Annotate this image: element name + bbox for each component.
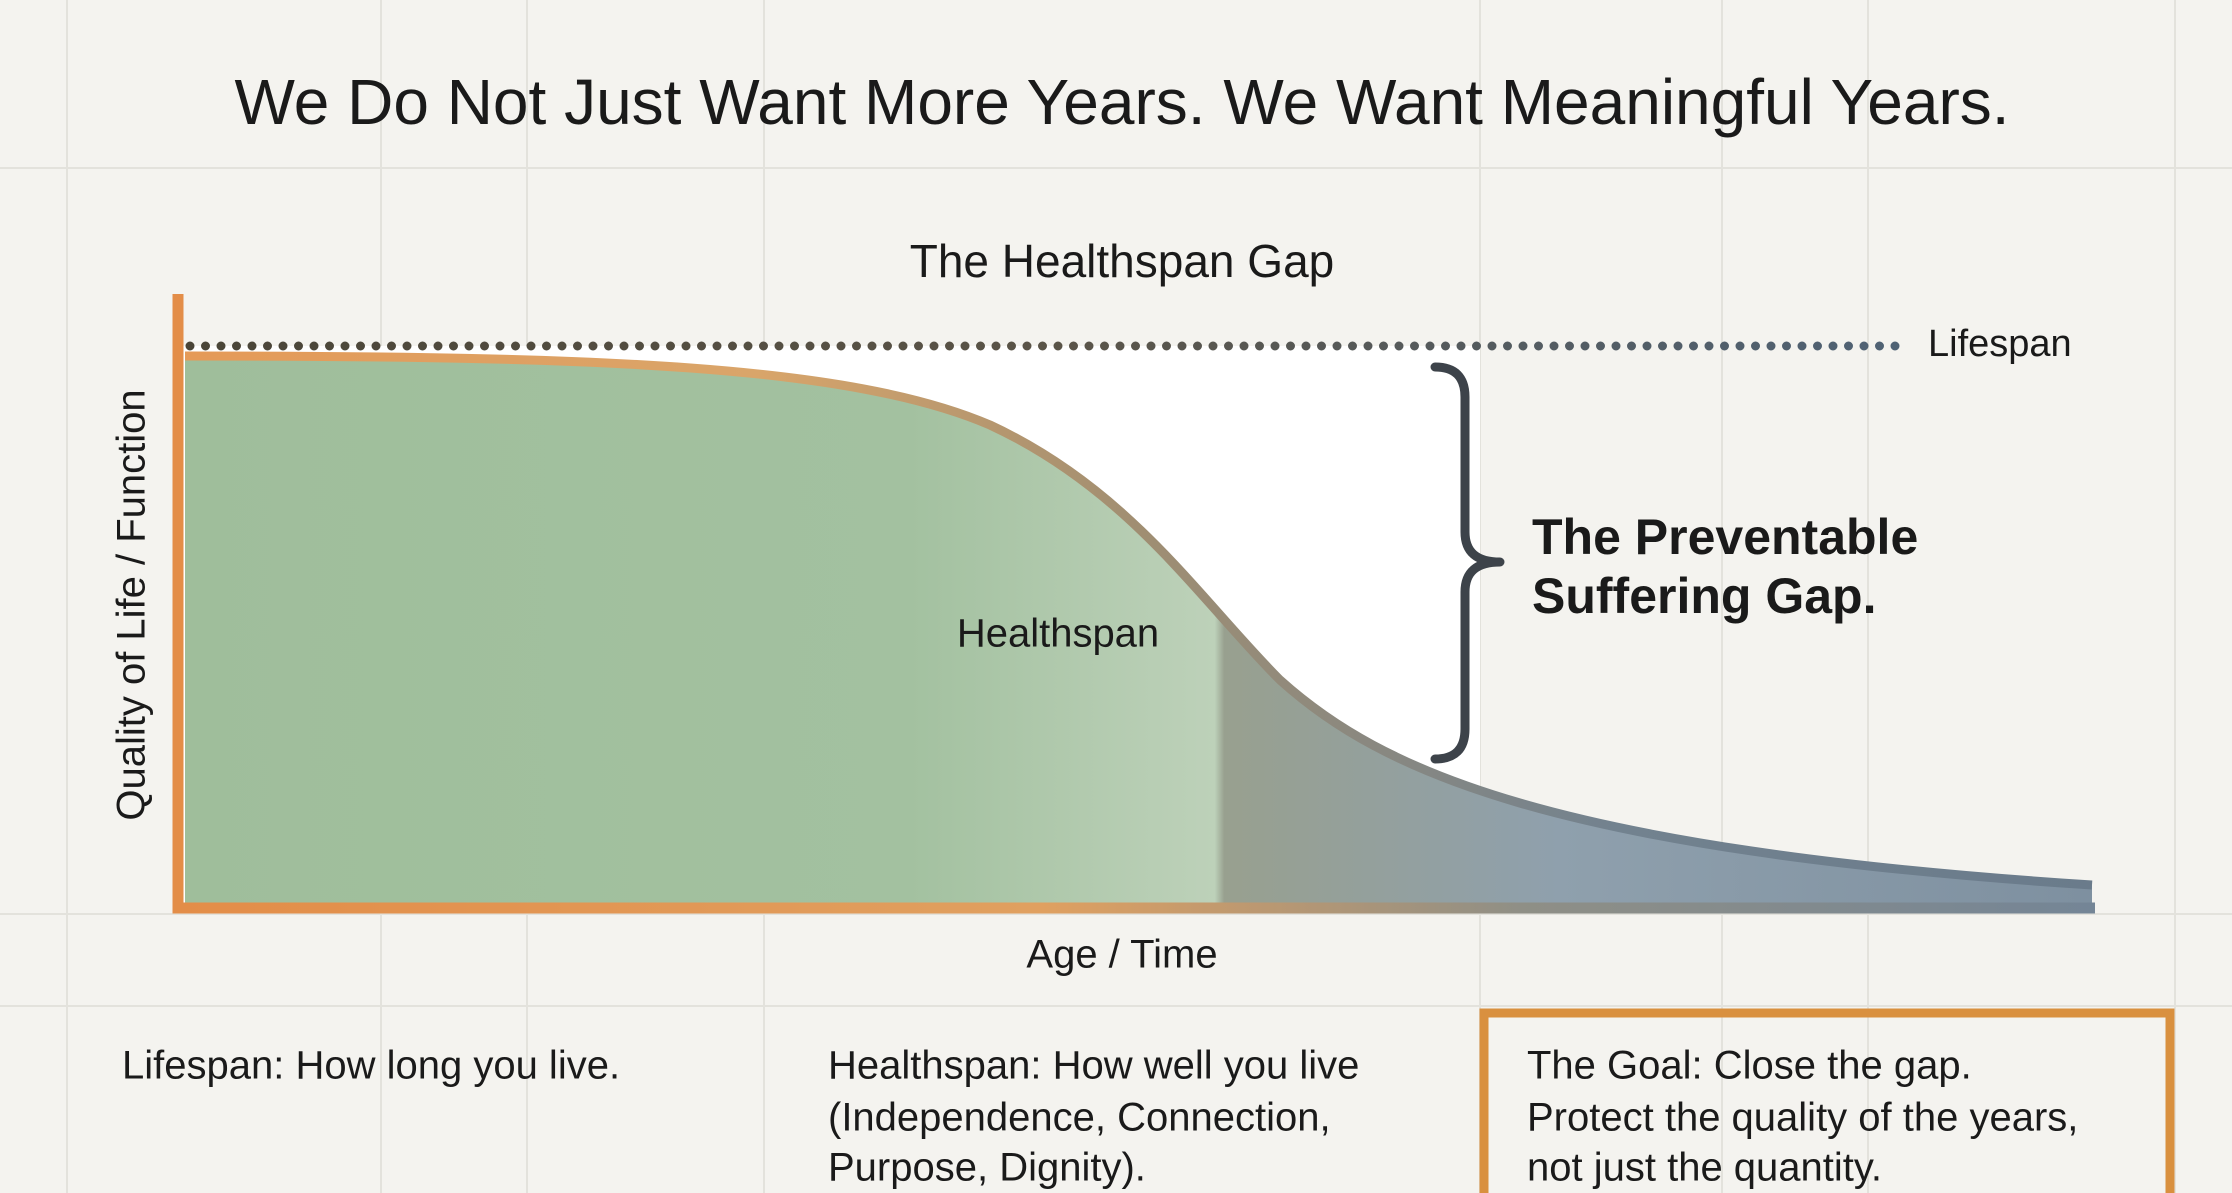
caption-line: (Independence, Connection, — [828, 1096, 1331, 1140]
gap-label: Suffering Gap. — [1532, 568, 1876, 624]
captions: Lifespan: How long you live. Healthspan:… — [122, 1044, 2078, 1190]
goal-box — [1479, 1008, 2175, 1193]
diagram-title: The Healthspan Gap — [910, 235, 1335, 287]
y-axis-label: Quality of Life / Function — [110, 389, 154, 820]
page-title: We Do Not Just Want More Years. We Want … — [234, 66, 2009, 138]
caption-line: The Goal: Close the gap. — [1527, 1044, 1972, 1088]
caption-line: Healthspan: How well you live — [828, 1044, 1359, 1088]
gap-label: The Preventable — [1532, 509, 1918, 565]
healthspan-label: Healthspan — [957, 612, 1159, 656]
healthspan-curve — [184, 351, 2093, 890]
x-axis-label: Age / Time — [1026, 933, 1217, 977]
gap-brace — [1430, 362, 1505, 764]
healthspan-area — [185, 356, 2092, 908]
caption-line: Lifespan: How long you live. — [122, 1044, 620, 1088]
caption-line: Protect the quality of the years, — [1527, 1096, 2078, 1140]
caption-line: Purpose, Dignity). — [828, 1146, 1146, 1190]
lifespan-label: Lifespan — [1928, 323, 2072, 365]
axes — [172, 294, 2095, 914]
caption-line: not just the quantity. — [1527, 1146, 1882, 1190]
